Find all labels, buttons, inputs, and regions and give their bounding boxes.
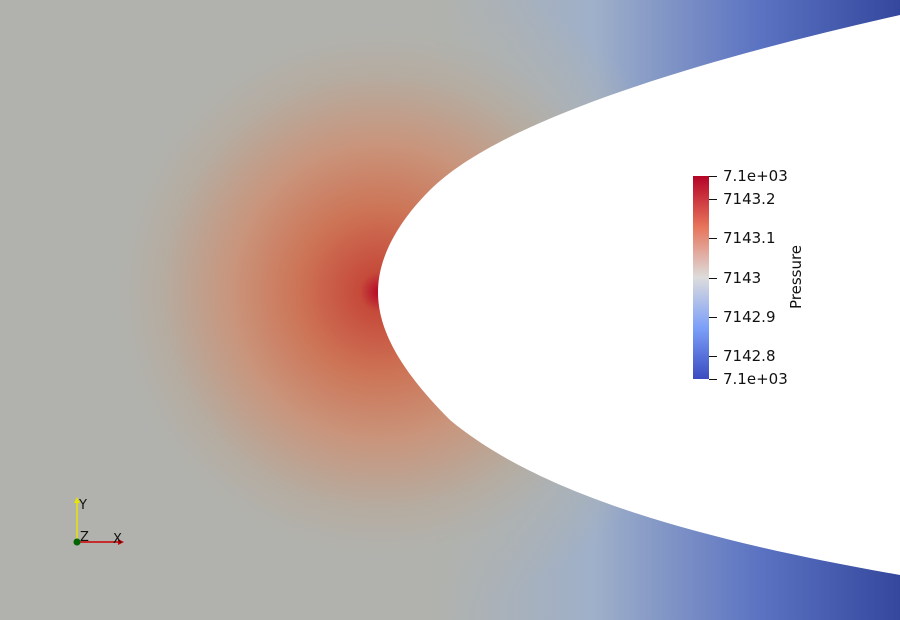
colorbar-tick-label: 7142.8 bbox=[723, 347, 776, 365]
colorbar-tick-label: 7143.2 bbox=[723, 190, 776, 208]
colorbar-tick bbox=[709, 278, 717, 279]
airfoil-body bbox=[378, 15, 900, 575]
colorbar-tick-label: 7.1e+03 bbox=[723, 370, 788, 388]
colorbar-tick bbox=[709, 379, 717, 380]
colorbar-tick-label: 7142.9 bbox=[723, 308, 776, 326]
colorbar-tick bbox=[709, 317, 717, 318]
colorbar-tick bbox=[709, 238, 717, 239]
colorbar-tick bbox=[709, 176, 717, 177]
y-axis-label: Y bbox=[78, 498, 87, 513]
colorbar-title: Pressure bbox=[787, 244, 805, 310]
colorbar-tick-label: 7.1e+03 bbox=[723, 167, 788, 185]
colorbar-tick-label: 7143.1 bbox=[723, 229, 776, 247]
colorbar-tick bbox=[709, 356, 717, 357]
orientation-axes: X Y Z bbox=[73, 497, 124, 547]
y-axis-arrow bbox=[74, 497, 80, 503]
x-axis-label: X bbox=[113, 532, 122, 547]
colorbar-tick bbox=[709, 199, 717, 200]
z-axis-label: Z bbox=[80, 530, 89, 545]
colorbar-gradient bbox=[693, 176, 709, 379]
x-axis-arrow bbox=[118, 539, 124, 545]
z-axis-dot bbox=[73, 538, 81, 546]
colorbar-tick-label: 7143 bbox=[723, 269, 762, 287]
